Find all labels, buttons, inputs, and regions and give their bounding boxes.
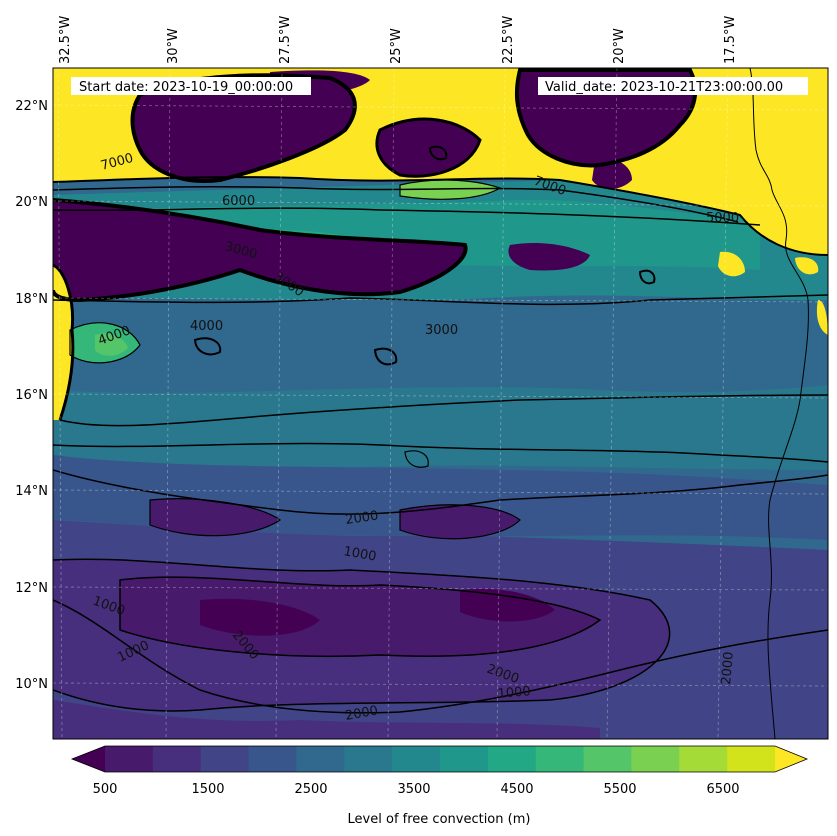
colorbar-segment [535, 746, 585, 772]
lat-label: 20°N [15, 195, 48, 210]
contour-label: 3000 [425, 323, 458, 338]
colorbar-outline [70, 745, 809, 773]
plot-frame [52, 67, 829, 740]
colorbar-tick: 6500 [706, 782, 739, 797]
colorbar-segment [200, 746, 250, 772]
coastline [749, 67, 809, 740]
start-date-box [71, 77, 311, 95]
lon-label: 27.5°W [278, 16, 293, 64]
graticule [52, 67, 829, 740]
latitude-labels: 22°N 20°N 18°N 16°N 14°N 12°N 10°N [15, 99, 48, 692]
lat-label: 18°N [15, 292, 48, 307]
lon-label: 30°W [166, 28, 181, 64]
colorbar-segment [583, 746, 632, 772]
colorbar-extend-min [72, 746, 105, 772]
lat-label: 22°N [15, 99, 48, 114]
colorbar-tick: 2500 [294, 782, 327, 797]
colorbar-segment [105, 746, 154, 772]
colorbar [70, 745, 809, 773]
colorbar-segment [487, 746, 537, 772]
contour-label: 2000 [344, 509, 379, 528]
lon-label: 20°W [612, 28, 627, 64]
colorbar-segment [248, 746, 297, 772]
colorbar-extend-max [775, 746, 807, 772]
contour-label: 1000 [497, 684, 531, 702]
contour-lines [53, 68, 828, 714]
colorbar-tick: 5500 [603, 782, 636, 797]
lat-label: 10°N [15, 677, 48, 692]
colorbar-segment [392, 746, 441, 772]
colorbar-label: Level of free convection (m) [348, 812, 531, 827]
lon-label: 25°W [389, 28, 404, 64]
lat-label: 12°N [15, 581, 48, 596]
valid-date-box [538, 77, 808, 95]
colorbar-segment [727, 746, 776, 772]
contour-label: 2000 [719, 651, 737, 685]
colorbar-tick: 3500 [397, 782, 430, 797]
lon-label: 22.5°W [501, 16, 516, 64]
colorbar-segment [631, 746, 680, 772]
lon-label: 32.5°W [58, 16, 73, 64]
valid-date-text: Valid_date: 2023-10-21T23:00:00.00 [545, 80, 783, 95]
colorbar-tick: 500 [93, 782, 118, 797]
contour-label: 1000 [342, 544, 377, 565]
lon-label: 17.5°W [723, 16, 738, 64]
contour-label: 5000 [706, 211, 739, 226]
colorbar-tick-labels: 500 1500 2500 3500 4500 5500 6500 [93, 782, 740, 797]
colorbar-segment [679, 746, 728, 772]
lat-label: 14°N [15, 484, 48, 499]
longitude-labels: 32.5°W 30°W 27.5°W 25°W 22.5°W 20°W 17.5… [58, 16, 738, 64]
colorbar-segment [344, 746, 393, 772]
start-date-text: Start date: 2023-10-19_00:00:00 [79, 80, 293, 95]
colorbar-segment [152, 746, 202, 772]
colorbar-segment [296, 746, 345, 772]
colorbar-segment [440, 746, 489, 772]
colorbar-tick: 1500 [191, 782, 224, 797]
colorbar-tick: 4500 [500, 782, 533, 797]
contour-label: 6000 [222, 194, 255, 209]
contour-label: 4000 [190, 319, 223, 334]
contour-label: 2000 [344, 703, 379, 724]
lat-label: 16°N [15, 388, 48, 403]
